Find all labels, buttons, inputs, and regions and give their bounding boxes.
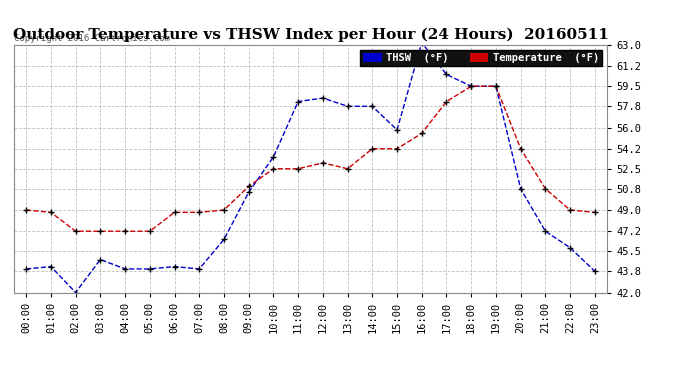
Legend: THSW  (°F), Temperature  (°F): THSW (°F), Temperature (°F) bbox=[360, 50, 602, 66]
Text: Copyright 2016 Cartronics.com: Copyright 2016 Cartronics.com bbox=[14, 33, 170, 42]
Title: Outdoor Temperature vs THSW Index per Hour (24 Hours)  20160511: Outdoor Temperature vs THSW Index per Ho… bbox=[12, 28, 609, 42]
